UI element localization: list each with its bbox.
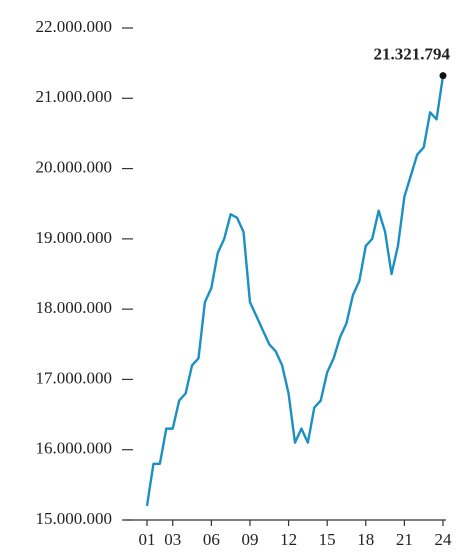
value-label: 21.321.794: [374, 45, 451, 64]
x-tick-label: 21: [396, 530, 413, 549]
y-tick-label: 15.000.000: [36, 509, 113, 528]
y-tick-label: 16.000.000: [36, 439, 113, 458]
y-tick-label: 18.000.000: [36, 298, 113, 317]
y-tick-label: 21.000.000: [36, 87, 113, 106]
line: [145, 75, 445, 507]
y-tick-label: 17.000.000: [36, 368, 113, 387]
x-tick-label: 03: [164, 530, 181, 549]
x-tick-label: 24: [435, 530, 453, 549]
end-dot: [439, 72, 447, 80]
y-tick-label: 19.000.000: [36, 228, 113, 247]
x-tick-label: 01: [139, 530, 156, 549]
x-tick-label: 09: [241, 530, 258, 549]
y-tick-label: 20.000.000: [36, 157, 113, 176]
x-tick-label: 18: [357, 530, 374, 549]
x-tick-label: 12: [280, 530, 297, 549]
x-tick-label: 15: [319, 530, 336, 549]
x-tick-label: 06: [203, 530, 220, 549]
y-tick-label: 22.000.000: [36, 17, 113, 36]
